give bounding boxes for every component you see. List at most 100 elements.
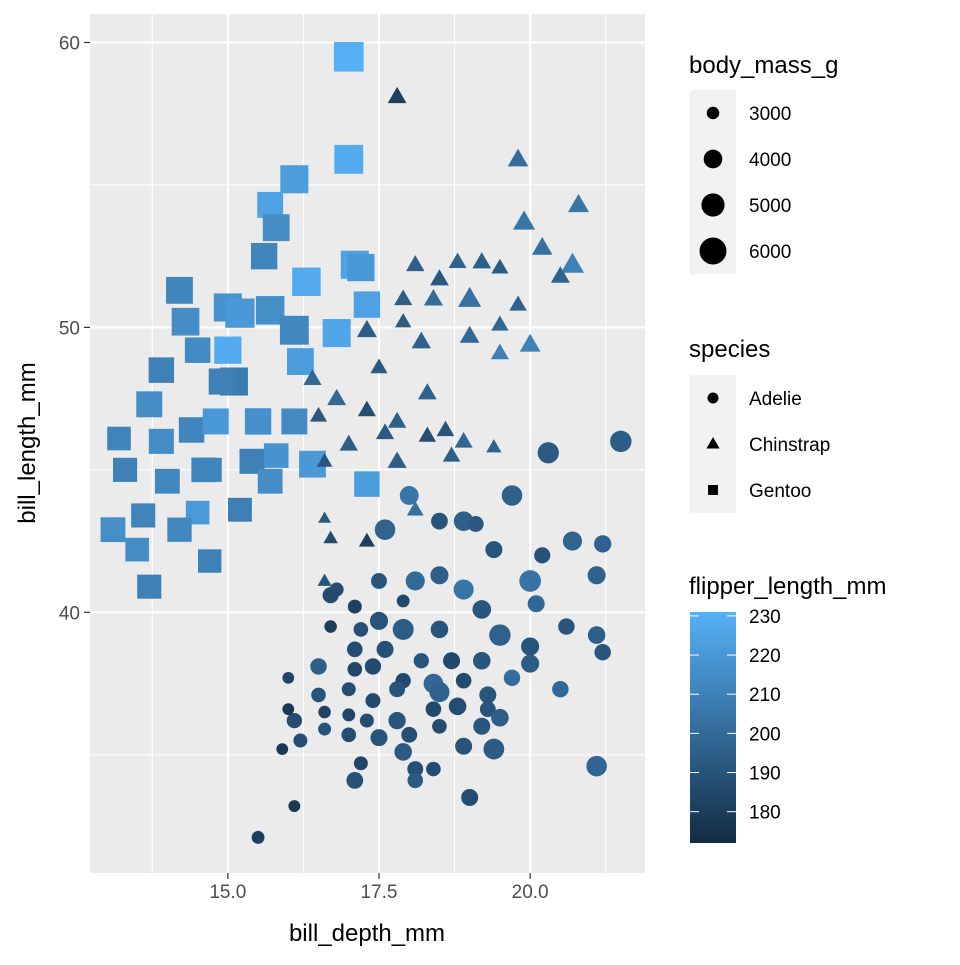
chinstrap-point xyxy=(411,331,431,349)
adelie-point xyxy=(347,661,363,677)
gentoo-point xyxy=(263,443,289,468)
adelie-point xyxy=(558,618,575,635)
adelie-point xyxy=(311,687,326,703)
shape-legend-label: Gentoo xyxy=(749,481,811,502)
gentoo-point xyxy=(354,471,380,497)
size-legend-label: 6000 xyxy=(749,242,791,263)
chinstrap-point xyxy=(430,269,449,286)
adelie-point xyxy=(453,579,474,600)
legends: body_mass_g 3000 4000 5000 6000 species Ade… xyxy=(689,52,886,843)
adelie-point xyxy=(396,594,410,608)
chinstrap-point xyxy=(394,313,412,328)
chinstrap-point xyxy=(448,252,467,269)
gentoo-point xyxy=(257,468,283,494)
gentoo-point xyxy=(113,457,138,482)
color-legend-title: flipper_length_mm xyxy=(689,573,886,600)
size-legend-dot xyxy=(706,106,720,120)
adelie-point xyxy=(430,566,449,585)
chinstrap-point xyxy=(387,86,407,104)
x-tick-label: 15.0 xyxy=(209,882,246,903)
chinstrap-point xyxy=(303,369,322,385)
size-legend-label: 4000 xyxy=(749,150,791,171)
square-legend-icon xyxy=(708,485,718,495)
adelie-point xyxy=(479,686,497,704)
adelie-point xyxy=(374,519,396,540)
adelie-point xyxy=(552,681,569,698)
adelie-point xyxy=(370,729,388,747)
gentoo-point xyxy=(148,428,174,454)
gentoo-point xyxy=(136,391,163,418)
size-legend-dot xyxy=(701,193,725,217)
circle-legend-icon xyxy=(707,392,719,404)
adelie-point xyxy=(341,727,357,743)
adelie-point xyxy=(425,701,442,717)
chinstrap-point xyxy=(358,532,375,547)
adelie-point xyxy=(527,595,545,613)
gentoo-point xyxy=(257,191,284,218)
adelie-point xyxy=(455,672,472,689)
gentoo-point xyxy=(171,307,200,336)
gentoo-point xyxy=(198,549,222,573)
y-tick-label: 40 xyxy=(59,603,80,624)
chinstrap-point xyxy=(491,258,509,274)
chinstrap-point xyxy=(486,439,502,453)
adelie-point xyxy=(501,485,523,506)
gentoo-point xyxy=(244,408,272,435)
gentoo-point xyxy=(214,336,242,364)
adelie-point xyxy=(483,738,505,760)
gentoo-point xyxy=(255,296,285,325)
gentoo-point xyxy=(262,214,290,242)
adelie-point xyxy=(359,713,374,728)
chinstrap-point xyxy=(442,446,461,462)
gentoo-point xyxy=(154,468,180,494)
adelie-point xyxy=(489,624,511,646)
adelie-point xyxy=(322,587,339,604)
gentoo-point xyxy=(184,337,211,363)
gentoo-point xyxy=(148,357,175,383)
y-axis-title: bill_length_mm xyxy=(14,362,41,523)
chinstrap-point xyxy=(375,423,395,440)
chinstrap-point xyxy=(513,210,536,230)
gentoo-point xyxy=(334,144,364,174)
adelie-point xyxy=(341,682,356,697)
chinstrap-point xyxy=(507,148,529,167)
gentoo-point xyxy=(286,348,314,375)
adelie-point xyxy=(310,658,327,675)
adelie-point xyxy=(401,726,418,743)
colorbar-label: 210 xyxy=(749,685,781,706)
chinstrap-point xyxy=(454,431,473,448)
axes: 15.0 17.5 20.0 40 50 60 xyxy=(59,33,549,903)
colorbar-label: 220 xyxy=(749,646,781,667)
adelie-point xyxy=(347,641,363,658)
shape-legend-title: species xyxy=(689,336,770,363)
triangle-legend-icon xyxy=(706,437,720,449)
chinstrap-point xyxy=(387,411,407,428)
gentoo-point xyxy=(125,537,149,562)
chinstrap-point xyxy=(406,255,425,272)
adelie-point xyxy=(286,712,302,729)
chinstrap-point xyxy=(406,501,424,516)
chinstrap-point xyxy=(423,289,443,306)
adelie-point xyxy=(485,541,503,559)
chinstrap-point xyxy=(567,193,590,213)
size-legend-dot xyxy=(703,149,723,169)
chinstrap-point xyxy=(472,252,492,269)
adelie-point xyxy=(521,637,540,656)
chinstrap-point xyxy=(560,252,585,273)
adelie-point xyxy=(369,611,389,630)
chinstrap-point xyxy=(327,388,347,406)
gentoo-point xyxy=(333,41,364,72)
adelie-point xyxy=(461,788,479,807)
adelie-point xyxy=(318,705,331,719)
y-tick-label: 50 xyxy=(59,318,80,339)
adelie-point xyxy=(586,755,607,777)
adelie-point xyxy=(594,643,611,661)
chinstrap-point xyxy=(316,453,333,467)
adelie-point xyxy=(479,701,496,718)
gentoo-point xyxy=(185,500,210,525)
chinstrap-point xyxy=(394,289,413,306)
adelie-point xyxy=(473,717,491,735)
colorbar xyxy=(690,612,736,843)
x-axis-title: bill_depth_mm xyxy=(289,920,445,947)
